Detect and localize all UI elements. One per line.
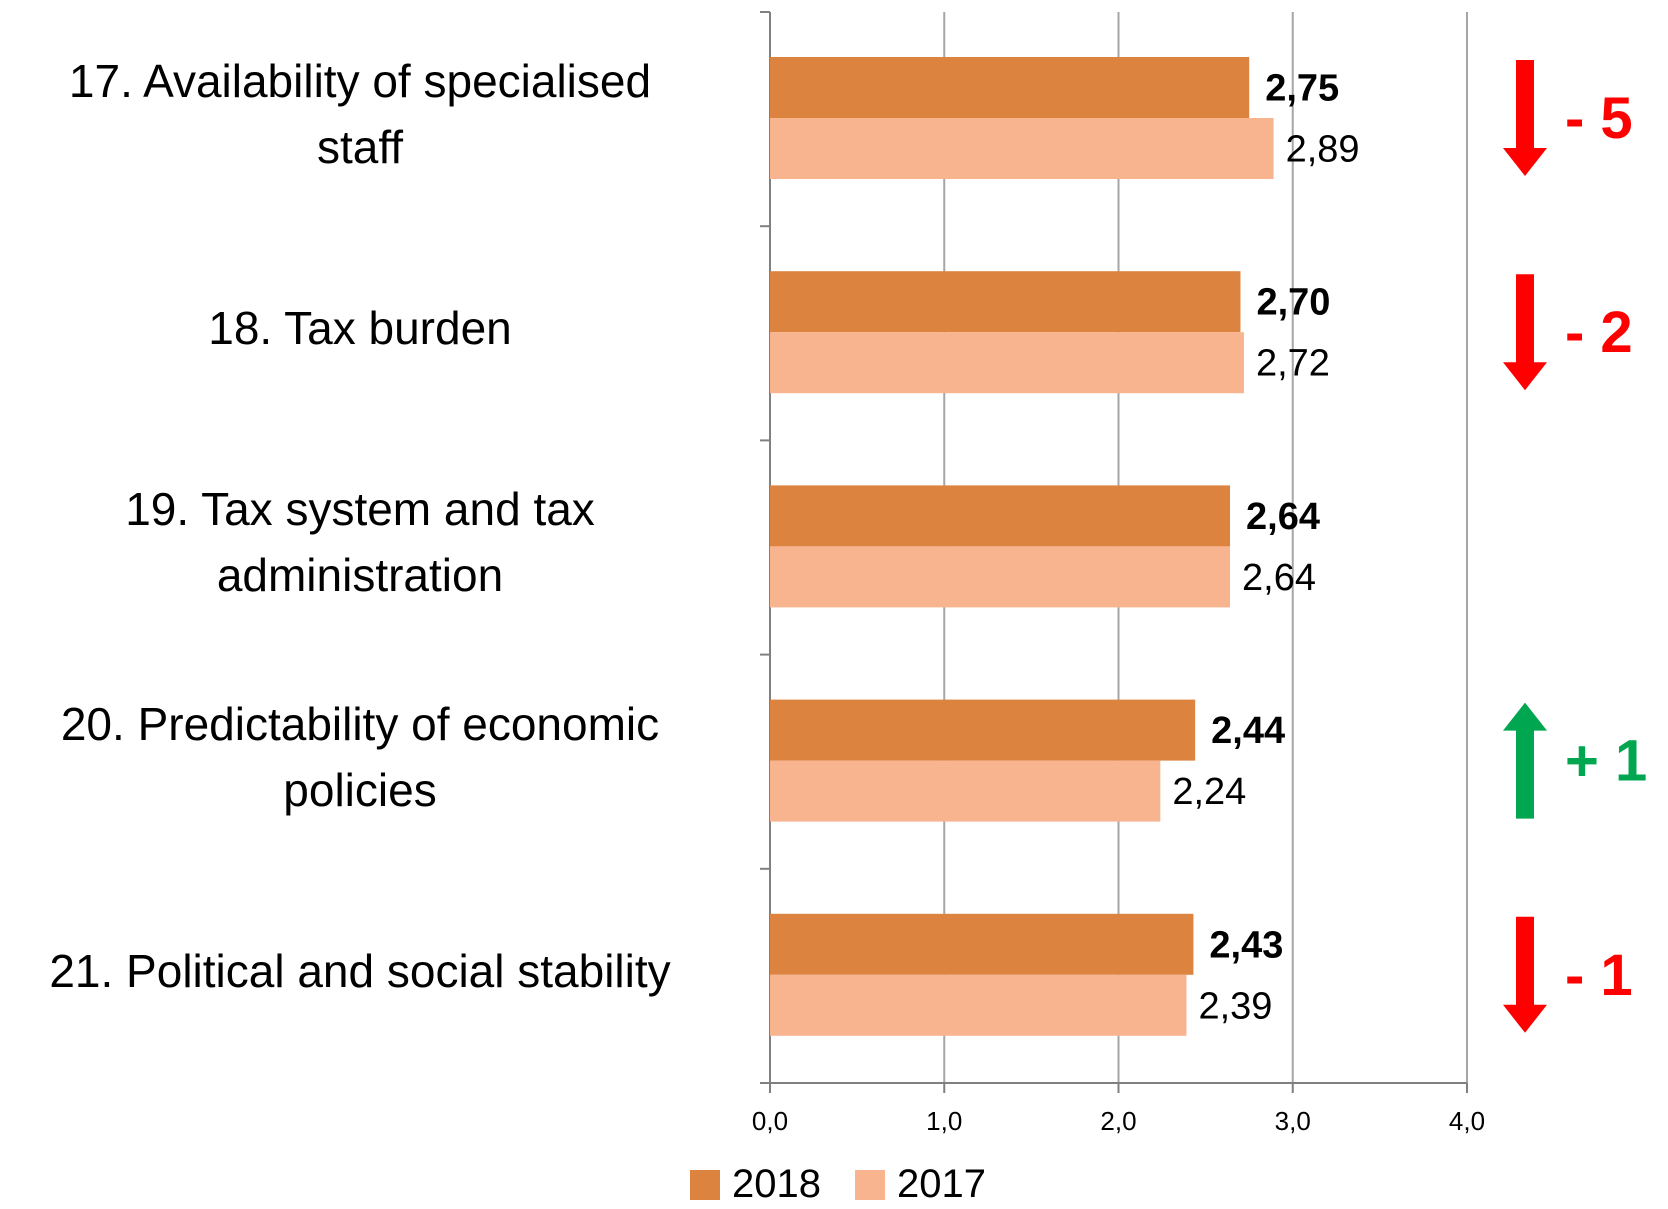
bar-2017 bbox=[770, 974, 1187, 1036]
rank-change-label: - 1 bbox=[1565, 943, 1633, 1008]
arrow-up-icon bbox=[1503, 702, 1547, 819]
category-label-line: 19. Tax system and tax bbox=[125, 483, 595, 536]
category-label: 19. Tax system and tax administration bbox=[0, 476, 720, 608]
legend-label-2018: 2018 bbox=[732, 1162, 821, 1206]
category-label: 20. Predictability of economic policies bbox=[0, 691, 720, 823]
x-tick-label: 0,0 bbox=[752, 1106, 788, 1136]
category-label-line: 21. Political and social stability bbox=[49, 944, 671, 997]
bar-2018 bbox=[770, 57, 1250, 118]
legend-label-2017: 2017 bbox=[896, 1162, 986, 1206]
category-label-line: policies bbox=[283, 763, 437, 816]
data-label-2018: 2,43 bbox=[1209, 924, 1283, 966]
data-label-2018: 2,44 bbox=[1211, 710, 1285, 752]
data-label-2017: 2,72 bbox=[1256, 343, 1330, 385]
legend-swatch-2017 bbox=[854, 1169, 885, 1200]
arrow-down-icon bbox=[1503, 60, 1547, 176]
bar-2017 bbox=[770, 332, 1244, 394]
category-label-line: administration bbox=[216, 549, 504, 602]
bar-2017 bbox=[770, 760, 1161, 822]
bar-2018 bbox=[770, 271, 1241, 333]
data-label-2017: 2,89 bbox=[1286, 129, 1360, 171]
category-label: 21. Political and social stability bbox=[0, 938, 720, 1004]
x-tick-label: 3,0 bbox=[1275, 1106, 1311, 1136]
data-label-2017: 2,24 bbox=[1172, 771, 1246, 813]
bar-2017 bbox=[770, 546, 1231, 608]
rank-change-label: + 1 bbox=[1565, 729, 1647, 794]
category-label-line: 20. Predictability of economic bbox=[60, 697, 660, 750]
rank-change-label: - 5 bbox=[1565, 86, 1633, 151]
category-label: 18. Tax burden bbox=[0, 295, 720, 361]
data-label-2018: 2,75 bbox=[1265, 68, 1339, 110]
legend-swatch-2018 bbox=[690, 1169, 720, 1200]
data-label-2018: 2,64 bbox=[1246, 496, 1320, 538]
data-label-2017: 2,64 bbox=[1242, 557, 1316, 599]
data-label-2018: 2,70 bbox=[1256, 282, 1330, 324]
category-label-line: staff bbox=[316, 121, 404, 173]
category-label: 17. Availability of specialised staff bbox=[0, 48, 720, 180]
bar-2017 bbox=[770, 118, 1274, 179]
arrow-down-icon bbox=[1503, 916, 1547, 1033]
legend: 2018 2017 bbox=[690, 1162, 1020, 1207]
legend-item-2017: 2017 bbox=[854, 1162, 986, 1207]
legend-item-2018: 2018 bbox=[690, 1162, 821, 1207]
bar-2018 bbox=[770, 913, 1194, 975]
bar-2018 bbox=[770, 485, 1231, 547]
bar-2018 bbox=[770, 699, 1196, 761]
x-tick-label: 2,0 bbox=[1100, 1106, 1136, 1136]
data-label-2017: 2,39 bbox=[1198, 985, 1272, 1027]
category-label-line: 18. Tax burden bbox=[208, 302, 512, 355]
category-label-line: 17. Availability of specialised bbox=[68, 55, 652, 107]
x-tick-label: 1,0 bbox=[926, 1106, 962, 1136]
rank-change-label: - 2 bbox=[1565, 300, 1633, 365]
x-tick-label: 4,0 bbox=[1449, 1106, 1485, 1136]
arrow-down-icon bbox=[1503, 274, 1547, 391]
